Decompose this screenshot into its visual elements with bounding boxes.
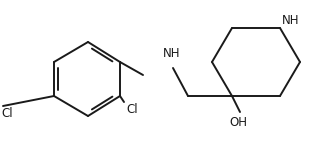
Text: NH: NH [282,14,299,27]
Text: Cl: Cl [126,103,138,116]
Text: OH: OH [229,116,247,129]
Text: Cl: Cl [1,107,13,120]
Text: NH: NH [163,47,180,60]
